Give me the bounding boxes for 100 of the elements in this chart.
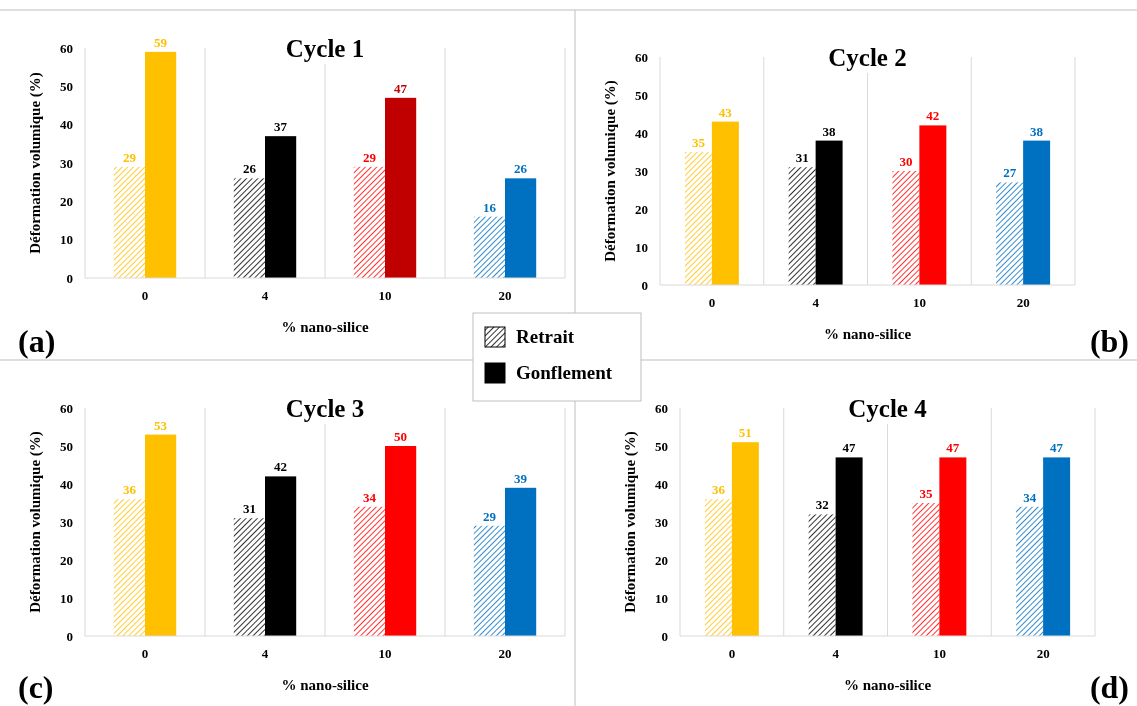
bar bbox=[233, 518, 265, 636]
y-tick-label: 30 bbox=[635, 163, 648, 179]
y-tick-label: 30 bbox=[655, 514, 668, 530]
y-tick-label: 60 bbox=[60, 40, 73, 56]
bar bbox=[233, 178, 265, 278]
text: (d) bbox=[1089, 669, 1129, 705]
data-label: 47 bbox=[946, 440, 960, 456]
x-tick-label: 4 bbox=[832, 646, 840, 661]
data-label: 32 bbox=[815, 497, 829, 513]
bar bbox=[788, 167, 816, 285]
y-tick-label: 20 bbox=[60, 193, 73, 209]
data-label: 50 bbox=[394, 429, 408, 444]
data-label: 51 bbox=[738, 425, 752, 441]
x-tick-label: 20 bbox=[498, 288, 512, 303]
bar bbox=[1043, 457, 1071, 636]
bar bbox=[731, 442, 759, 636]
x-tick-label: 4 bbox=[812, 295, 820, 310]
x-tick-label: 10 bbox=[932, 646, 946, 661]
bar bbox=[385, 446, 417, 636]
data-label: 31 bbox=[242, 501, 256, 517]
text: (b) bbox=[1089, 323, 1129, 359]
data-label: 42 bbox=[274, 459, 288, 475]
y-tick-label: 40 bbox=[655, 476, 668, 492]
x-axis-title: % nano-silice bbox=[823, 326, 912, 342]
y-axis-title: Déformation volumique (%) bbox=[602, 80, 619, 262]
y-tick-label: 20 bbox=[60, 552, 73, 568]
y-tick-label: 0 bbox=[661, 628, 668, 644]
y-tick-label: 0 bbox=[641, 277, 648, 293]
x-axis-title: % nano-silice bbox=[843, 677, 932, 693]
y-tick-label: 50 bbox=[60, 78, 73, 94]
data-label: 26 bbox=[242, 161, 257, 177]
y-tick-label: 0 bbox=[66, 628, 73, 644]
y-tick-label: 30 bbox=[60, 514, 73, 530]
data-label: 47 bbox=[842, 440, 857, 456]
chart-title: Cycle 2 bbox=[828, 44, 907, 71]
bar bbox=[815, 140, 843, 285]
y-tick-label: 50 bbox=[655, 438, 668, 454]
y-tick-label: 10 bbox=[60, 590, 73, 606]
data-label: 26 bbox=[514, 161, 528, 177]
bar bbox=[353, 506, 385, 636]
bar bbox=[145, 434, 177, 636]
x-tick-label: 10 bbox=[912, 295, 926, 310]
bar bbox=[892, 171, 920, 285]
bar bbox=[919, 125, 947, 285]
bar bbox=[473, 525, 505, 636]
data-label: 27 bbox=[1003, 165, 1017, 181]
y-tick-label: 40 bbox=[60, 476, 73, 492]
y-tick-label: 60 bbox=[655, 400, 668, 416]
bar bbox=[113, 166, 145, 278]
chart-title: Cycle 3 bbox=[285, 395, 365, 422]
bar bbox=[808, 514, 836, 636]
y-tick-label: 40 bbox=[635, 125, 648, 141]
bar bbox=[704, 499, 732, 636]
x-tick-label: 0 bbox=[708, 295, 716, 310]
bar bbox=[711, 121, 739, 285]
x-tick-label: 20 bbox=[1016, 295, 1030, 310]
y-axis-title: Déformation volumique (%) bbox=[622, 431, 639, 613]
bar bbox=[265, 136, 297, 278]
y-tick-label: 10 bbox=[60, 232, 73, 248]
data-label: 39 bbox=[514, 470, 528, 486]
x-tick-label: 0 bbox=[141, 288, 149, 303]
legend-label: Retrait bbox=[516, 326, 575, 347]
bar bbox=[684, 152, 712, 285]
bar bbox=[1023, 140, 1051, 285]
x-tick-label: 0 bbox=[728, 646, 736, 661]
y-tick-label: 40 bbox=[60, 117, 73, 133]
data-label: 36 bbox=[711, 482, 726, 498]
bar bbox=[385, 97, 417, 278]
y-tick-label: 60 bbox=[635, 49, 648, 65]
y-tick-label: 0 bbox=[66, 270, 73, 286]
y-axis-title: Déformation volumique (%) bbox=[27, 72, 44, 254]
y-tick-label: 10 bbox=[635, 239, 648, 255]
bar bbox=[265, 476, 297, 636]
data-label: 59 bbox=[154, 34, 168, 50]
data-label: 42 bbox=[926, 108, 940, 124]
data-label: 38 bbox=[1030, 123, 1044, 139]
data-label: 47 bbox=[394, 80, 408, 96]
data-label: 29 bbox=[122, 149, 137, 165]
x-tick-label: 10 bbox=[378, 288, 392, 303]
data-label: 38 bbox=[822, 123, 837, 139]
x-tick-label: 10 bbox=[378, 646, 392, 661]
bar bbox=[939, 457, 967, 636]
data-label: 36 bbox=[122, 482, 137, 498]
x-axis-title: % nano-silice bbox=[281, 677, 369, 693]
data-label: 43 bbox=[718, 104, 733, 120]
data-label: 35 bbox=[919, 486, 933, 501]
x-tick-label: 4 bbox=[261, 288, 269, 303]
bar bbox=[835, 457, 863, 636]
data-label: 29 bbox=[362, 149, 377, 165]
bar bbox=[353, 166, 385, 278]
data-label: 34 bbox=[1023, 489, 1037, 505]
data-label: 35 bbox=[691, 135, 706, 150]
bar bbox=[145, 51, 177, 278]
x-axis-title: % nano-silice bbox=[281, 319, 369, 335]
bar bbox=[1016, 506, 1044, 636]
legend-label: Gonflement bbox=[516, 362, 613, 383]
y-tick-label: 30 bbox=[60, 155, 73, 171]
chart-title: Cycle 4 bbox=[848, 395, 928, 422]
data-label: 30 bbox=[899, 154, 913, 169]
bar bbox=[505, 487, 537, 636]
